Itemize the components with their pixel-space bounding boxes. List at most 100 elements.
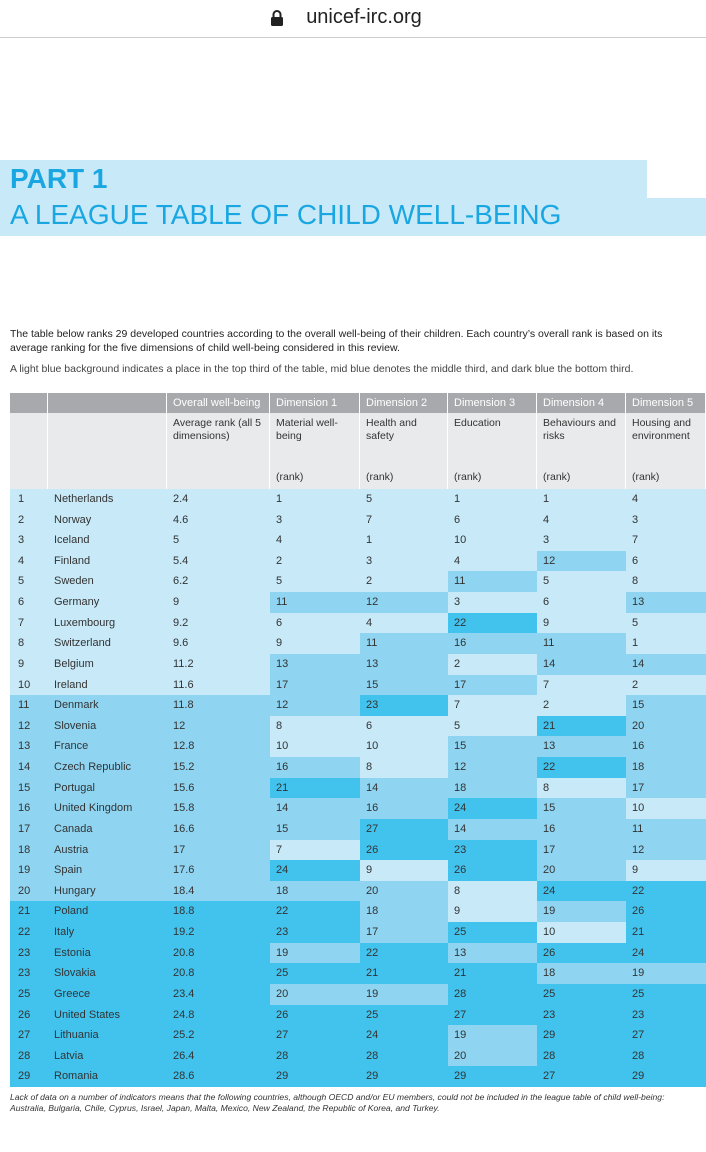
value-cell: 15.2 [167,757,270,779]
country-name: United States [48,1004,167,1026]
value-cell: 24 [626,942,706,964]
value-cell: 27 [270,1025,360,1047]
value-cell: 11 [448,571,537,593]
value-cell: 25 [448,922,537,944]
title-band [0,198,706,236]
url[interactable]: unicef-irc.org [306,6,422,28]
value-cell: 19 [360,983,448,1005]
unit-label: (rank) [454,471,482,483]
value-cell: 18 [360,901,448,923]
column-header [10,393,48,413]
country-name: Hungary [48,880,167,902]
value-cell: 18 [626,757,706,779]
value-cell: 23 [448,839,537,861]
country-name: Sweden [48,571,167,593]
value-cell: 10 [270,736,360,758]
value-cell: 8 [270,715,360,737]
rank-cell: 6 [10,592,48,614]
country-name: Austria [48,839,167,861]
value-cell: 18.8 [167,901,270,923]
country-name: Switzerland [48,633,167,655]
rank-cell: 10 [10,674,48,696]
rank-cell: 12 [10,715,48,737]
value-cell: 15 [448,736,537,758]
value-cell: 16.6 [167,818,270,841]
value-cell: 24 [448,798,537,820]
value-cell: 11 [270,592,360,614]
value-cell: 17 [167,839,270,861]
value-cell: 7 [537,674,626,696]
column-subheader: Housing and environment [626,413,706,489]
rank-cell: 15 [10,777,48,799]
value-cell: 9 [448,901,537,923]
value-cell: 1 [448,489,537,511]
value-cell: 9 [626,860,706,882]
value-cell: 15.8 [167,798,270,820]
value-cell: 17 [537,839,626,861]
rank-cell: 22 [10,922,48,944]
rank-cell: 19 [10,860,48,882]
rank-cell: 21 [10,901,48,923]
value-cell: 8 [626,571,706,593]
unit-label: (rank) [543,471,571,483]
value-cell: 3 [537,530,626,552]
value-cell: 12 [448,757,537,779]
value-cell: 18.4 [167,880,270,902]
value-cell: 11 [360,633,448,655]
value-cell: 28 [626,1045,706,1067]
value-cell: 26 [448,860,537,882]
value-cell: 26.4 [167,1045,270,1067]
country-name: Luxembourg [48,612,167,634]
value-cell: 4.6 [167,509,270,531]
rank-cell: 27 [10,1025,48,1047]
value-cell: 12 [360,592,448,614]
value-cell: 23 [537,1004,626,1026]
value-cell: 15 [626,695,706,717]
value-cell: 9 [360,860,448,882]
value-cell: 14 [270,798,360,820]
country-name: Ireland [48,674,167,696]
column-header: Dimension 1 [270,393,360,413]
value-cell: 6 [448,509,537,531]
value-cell: 11 [537,633,626,655]
value-cell: 20.8 [167,963,270,985]
value-cell: 1 [360,530,448,552]
value-cell: 12 [537,550,626,572]
value-cell: 14 [448,818,537,841]
value-cell: 7 [448,695,537,717]
value-cell: 23 [360,695,448,717]
value-cell: 21 [537,715,626,737]
column-subheader: Education [448,413,537,489]
column-subheader: Average rank (all 5 dimensions) [167,413,270,489]
value-cell: 21 [270,777,360,799]
value-cell: 8 [537,777,626,799]
value-cell: 4 [537,509,626,531]
value-cell: 9 [537,612,626,634]
value-cell: 5.4 [167,550,270,572]
value-cell: 6 [360,715,448,737]
value-cell: 20 [448,1045,537,1067]
value-cell: 5 [360,489,448,511]
value-cell: 27 [360,818,448,841]
value-cell: 18 [537,963,626,985]
value-cell: 24 [270,860,360,882]
country-name: Norway [48,509,167,531]
value-cell: 11 [626,818,706,841]
rank-cell: 28 [10,1045,48,1067]
value-cell: 2.4 [167,489,270,511]
value-cell: 1 [537,489,626,511]
part-label: PART 1 [10,163,108,194]
unit-label: (rank) [366,471,394,483]
value-cell: 24 [360,1025,448,1047]
value-cell: 8 [360,757,448,779]
value-cell: 20 [626,715,706,737]
value-cell: 29 [537,1025,626,1047]
rank-cell: 29 [10,1066,48,1088]
country-name: Netherlands [48,489,167,511]
value-cell: 12 [167,715,270,737]
value-cell: 14 [537,653,626,676]
value-cell: 28 [270,1045,360,1067]
value-cell: 16 [270,757,360,779]
value-cell: 21 [626,922,706,944]
